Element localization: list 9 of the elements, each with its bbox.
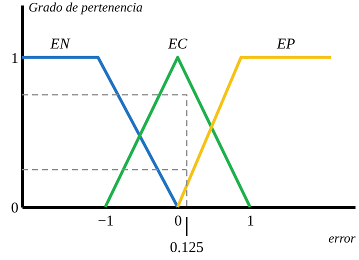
- y-axis-title: Grado de pertenencia: [28, 0, 144, 14]
- x-tick-label: −1: [98, 214, 114, 230]
- series-label: EP: [276, 36, 296, 52]
- x-tick-label: 0: [174, 214, 182, 230]
- annotation: 0.125: [170, 240, 204, 256]
- x-tick-label: 1: [246, 214, 254, 230]
- series-label: EC: [167, 36, 188, 52]
- series-label: EN: [49, 36, 71, 52]
- x-axis-title: error: [328, 230, 356, 246]
